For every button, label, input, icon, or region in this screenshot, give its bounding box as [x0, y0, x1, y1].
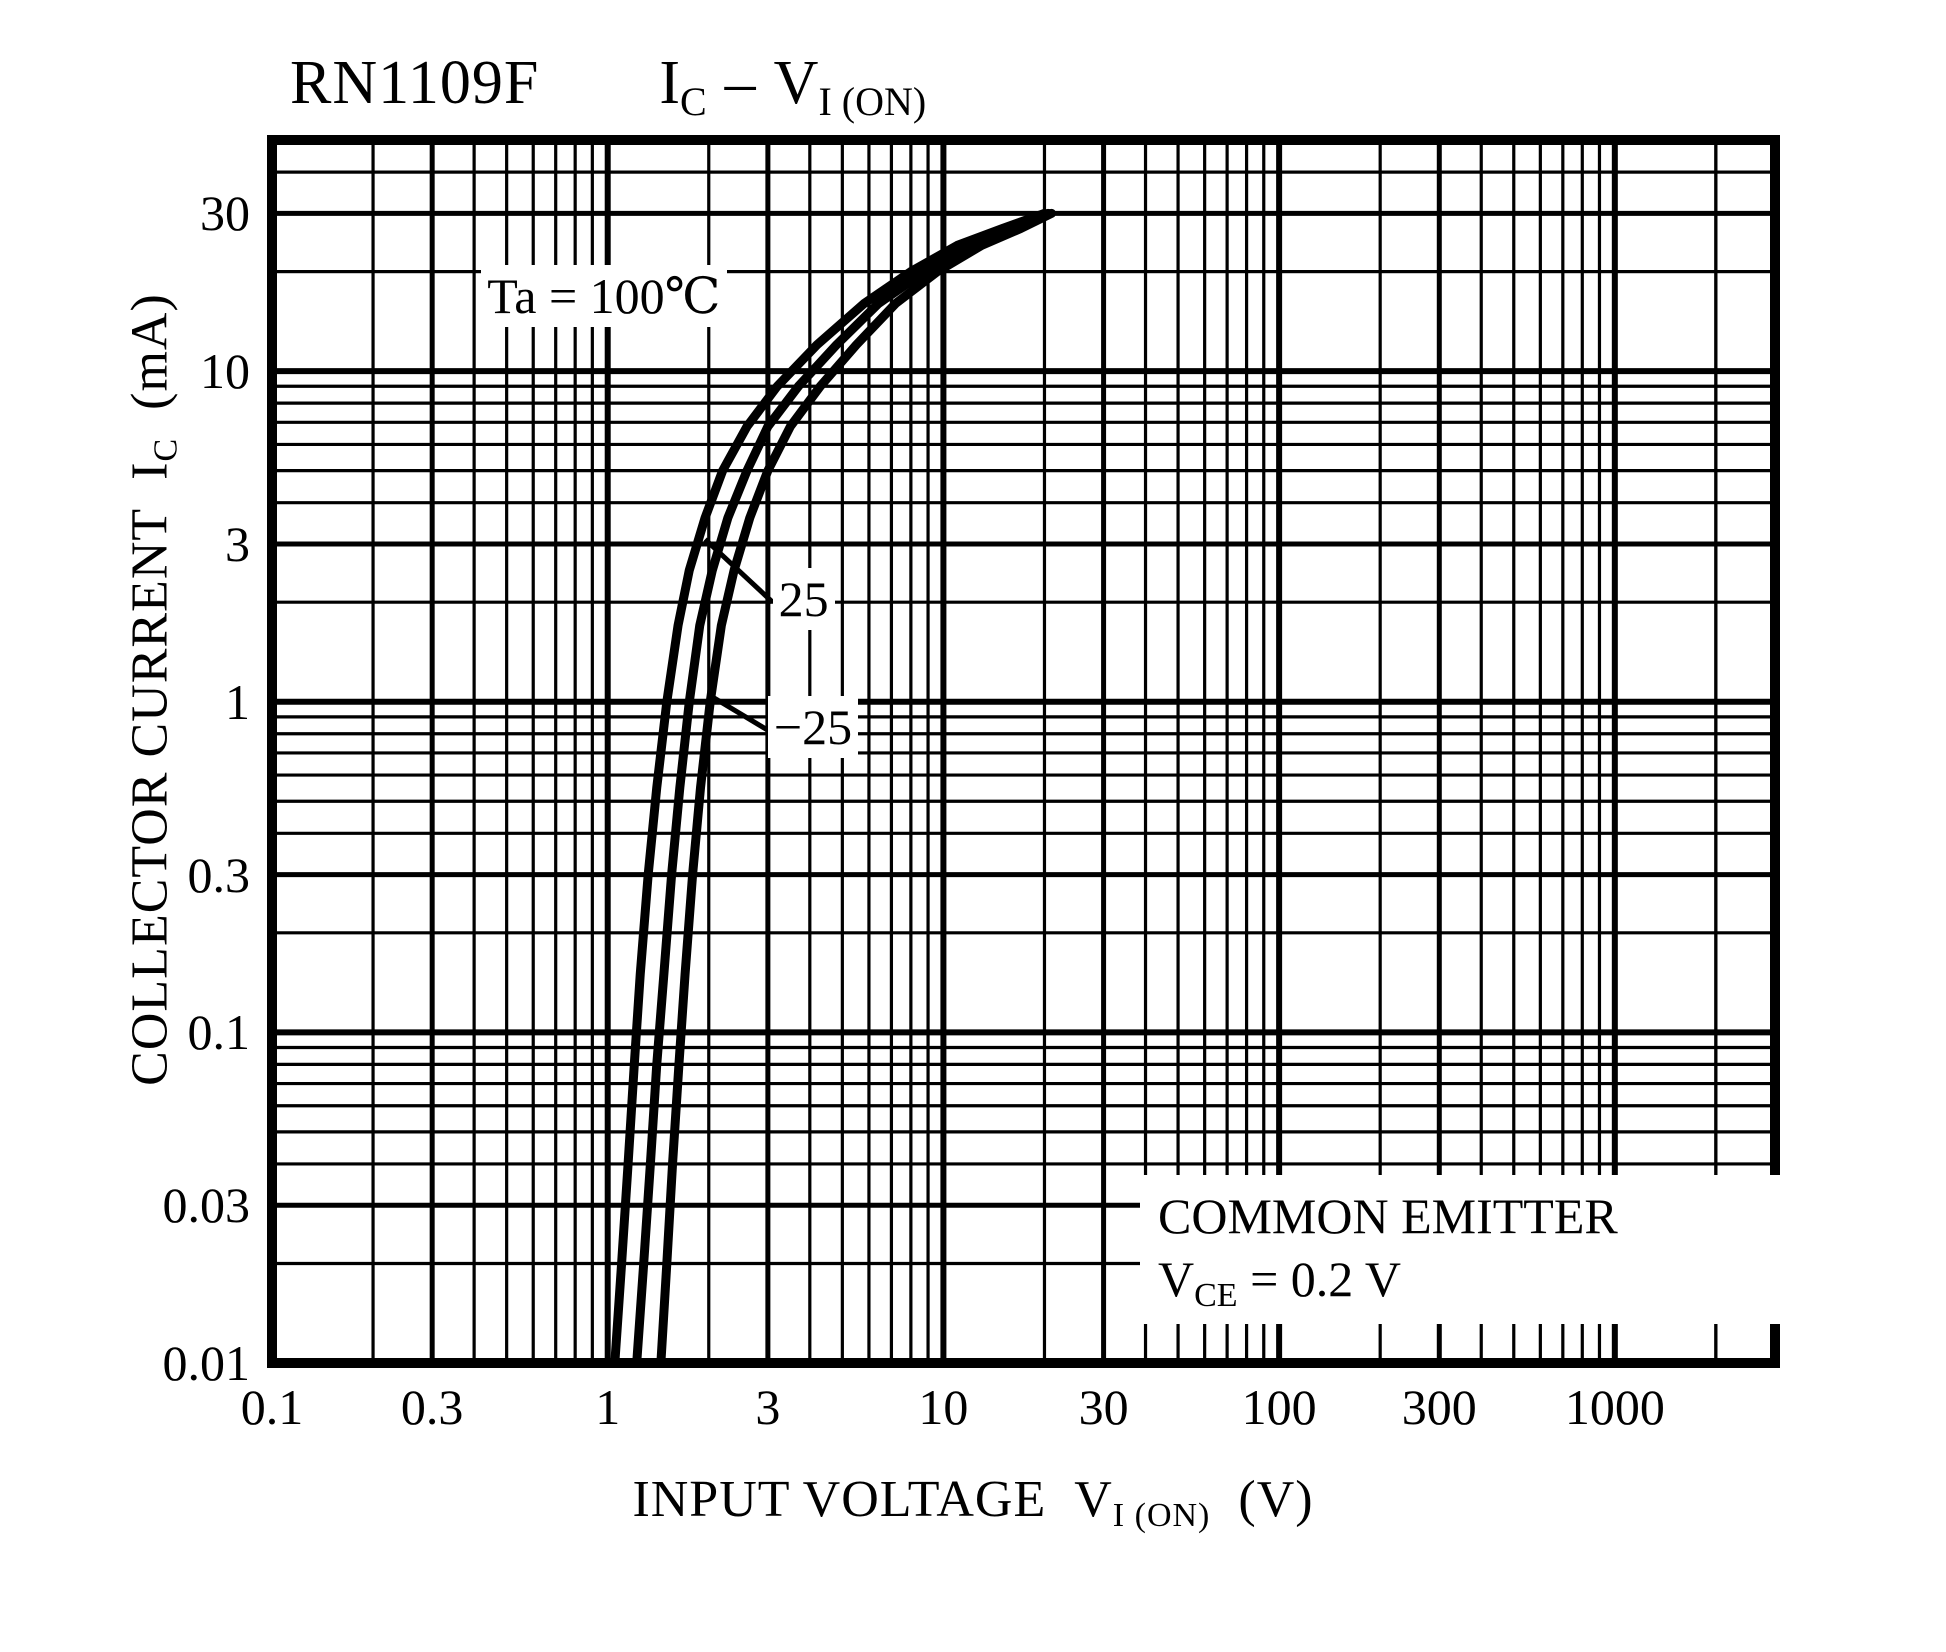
callout-leader-2 — [707, 692, 770, 733]
plot-frame — [267, 135, 1780, 1368]
x-tick-label: 100 — [1241, 1379, 1317, 1435]
curve-1 — [610, 208, 1049, 1368]
condition-legend-box: COMMON EMITTER VCE = 0.2 V — [1140, 1175, 1799, 1324]
title-ic-subscript: C — [679, 79, 707, 124]
x-tick-label: 300 — [1401, 1379, 1477, 1435]
part-number: RN1109F — [290, 49, 540, 117]
x-tick-label: 0.3 — [400, 1379, 464, 1435]
annotation-ta-100c: Ta = 100℃ — [481, 265, 727, 328]
callout-leader-1 — [703, 537, 775, 605]
curve-group — [610, 208, 1057, 1368]
x-tick-label: 10 — [918, 1379, 969, 1435]
title-dash: – — [724, 49, 756, 117]
title-vi-symbol: V — [773, 49, 819, 117]
y-tick-label: 0.1 — [187, 1004, 251, 1061]
x-axis-title-symbol: V — [1074, 1471, 1113, 1528]
title-vi-subscript: I (ON) — [818, 79, 927, 124]
title-ic-symbol: I — [659, 49, 680, 117]
legend-vce-subscript: CE — [1194, 1276, 1238, 1314]
x-axis-tick-labels: 0.1 0.3 1 3 10 30 100 300 1000 — [0, 1378, 1946, 1448]
curve-2 — [632, 208, 1053, 1368]
y-tick-label: 10 — [200, 343, 250, 400]
curve-3 — [656, 208, 1057, 1368]
x-tick-label: 3 — [755, 1379, 781, 1435]
x-axis-title-subscript: I (ON) — [1112, 1497, 1211, 1534]
callout-leaders — [703, 537, 775, 733]
y-tick-label: 1 — [225, 673, 250, 730]
y-tick-label: 0.03 — [162, 1177, 251, 1234]
legend-line-connection: COMMON EMITTER — [1158, 1188, 1618, 1244]
x-tick-label: 1 — [595, 1379, 621, 1435]
y-tick-label: 30 — [200, 185, 250, 242]
x-axis-title-unit: (V) — [1238, 1471, 1314, 1528]
legend-vce-symbol: V — [1158, 1250, 1195, 1307]
annotation-ta-minus-25c: −25 — [767, 696, 859, 759]
x-axis-title: INPUT VOLTAGE VI (ON) (V) — [0, 1470, 1946, 1534]
annotation-ta-25c: 25 — [772, 568, 835, 631]
x-tick-label: 0.1 — [240, 1379, 304, 1435]
y-tick-label: 0.3 — [187, 846, 251, 903]
x-tick-label: 30 — [1078, 1379, 1129, 1435]
y-tick-label: 0.01 — [162, 1335, 251, 1391]
y-tick-label: 3 — [225, 515, 250, 572]
x-axis-title-main: INPUT VOLTAGE — [632, 1471, 1047, 1528]
legend-line-vce: VCE = 0.2 V — [1158, 1248, 1781, 1314]
x-tick-label: 1000 — [1564, 1379, 1665, 1435]
legend-vce-value: = 0.2 V — [1237, 1250, 1401, 1307]
